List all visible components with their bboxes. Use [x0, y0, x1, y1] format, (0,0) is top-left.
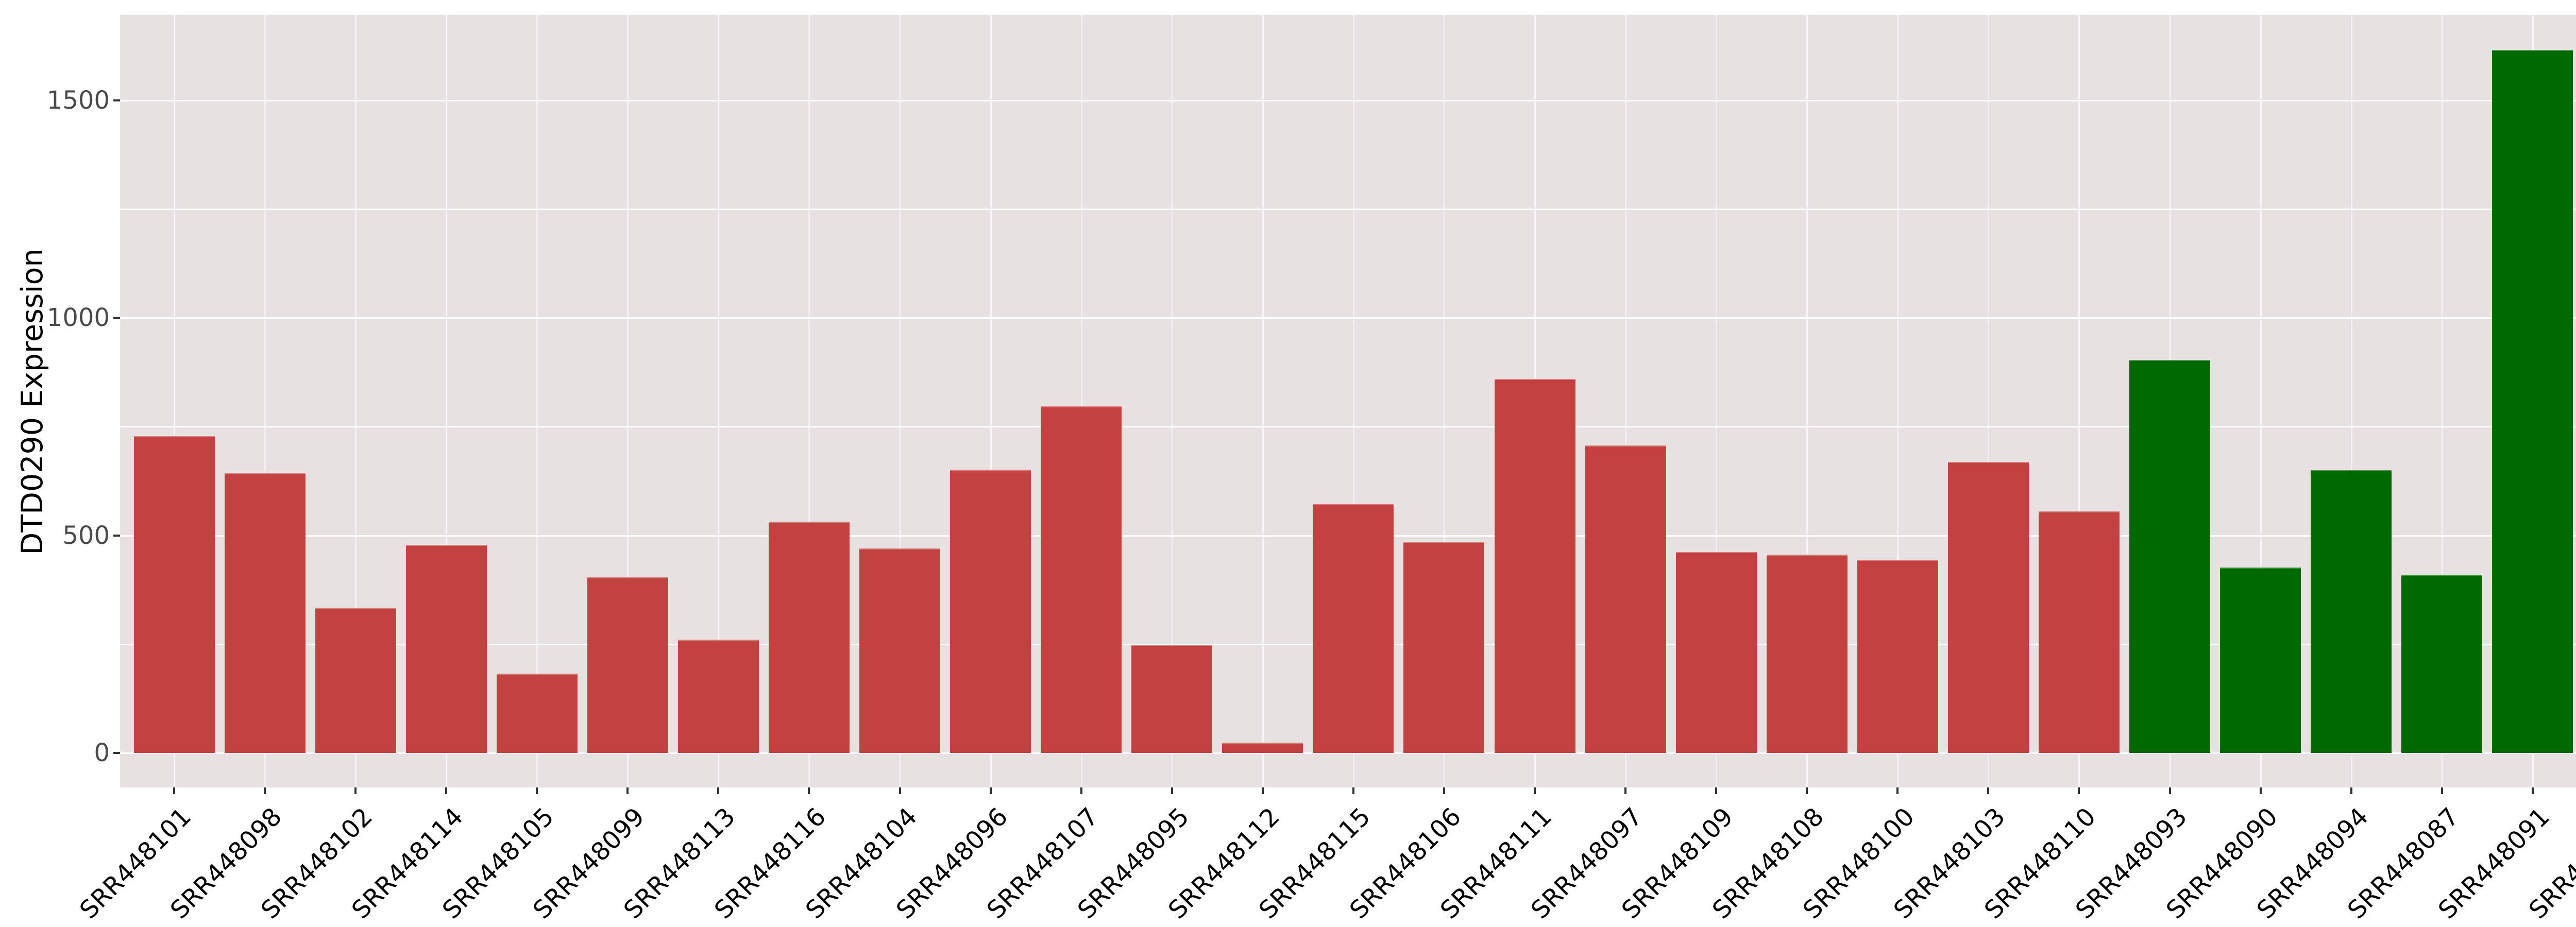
vertical-gridline — [1080, 15, 1082, 787]
y-tick-label: 500 — [62, 521, 110, 550]
vertical-gridline — [355, 15, 357, 787]
vertical-gridline — [1625, 15, 1627, 787]
vertical-gridline — [2350, 15, 2352, 787]
horizontal-gridline — [120, 426, 2576, 428]
x-tick-mark — [1624, 787, 1627, 794]
x-tick-mark — [1080, 787, 1082, 794]
bar-SRR448099 — [587, 577, 668, 753]
y-axis-title: DTD0290 Expression — [15, 248, 49, 555]
x-tick-mark — [1443, 787, 1445, 794]
bar-SRR448087 — [2401, 574, 2483, 753]
x-tick-mark — [1896, 787, 1899, 794]
bar-SRR448100 — [1857, 559, 1938, 753]
vertical-gridline — [718, 15, 720, 787]
vertical-gridline — [899, 15, 901, 787]
x-tick-mark — [2441, 787, 2443, 794]
bar-SRR448106 — [1403, 542, 1485, 753]
x-tick-mark — [354, 787, 357, 794]
bar-SRR448105 — [496, 674, 578, 753]
bar-SRR448102 — [315, 607, 396, 753]
bar-SRR448116 — [768, 522, 850, 753]
vertical-gridline — [627, 15, 629, 787]
bar-SRR448098 — [224, 473, 306, 753]
x-tick-mark — [1534, 787, 1536, 794]
horizontal-gridline — [120, 752, 2576, 754]
x-tick-mark — [717, 787, 720, 794]
bar-SRR448103 — [1947, 461, 2029, 753]
x-tick-mark — [989, 787, 992, 794]
vertical-gridline — [2078, 15, 2080, 787]
bar-SRR448114 — [405, 545, 487, 753]
bar-SRR448108 — [1766, 554, 1848, 753]
bar-SRR448113 — [677, 640, 759, 753]
x-tick-mark — [1987, 787, 1990, 794]
bar-SRR448101 — [133, 436, 215, 753]
x-tick-mark — [2078, 787, 2080, 794]
y-tick-label: 0 — [94, 739, 110, 767]
vertical-gridline — [2441, 15, 2443, 787]
x-tick-mark — [445, 787, 448, 794]
bar-SRR448104 — [859, 548, 941, 753]
vertical-gridline — [1716, 15, 1718, 787]
bar-SRR448110 — [2038, 511, 2120, 753]
x-tick-mark — [808, 787, 810, 794]
x-tick-mark — [626, 787, 629, 794]
bar-SRR448093 — [2129, 359, 2211, 753]
x-tick-mark — [1806, 787, 1808, 794]
x-tick-mark — [1352, 787, 1354, 794]
vertical-gridline — [1806, 15, 1808, 787]
vertical-gridline — [1443, 15, 1445, 787]
vertical-gridline — [536, 15, 538, 787]
x-tick-mark — [899, 787, 901, 794]
y-tick-label: 1500 — [46, 85, 110, 115]
vertical-gridline — [174, 15, 175, 787]
bar-SRR448096 — [950, 469, 1031, 753]
x-tick-mark — [1261, 787, 1264, 794]
bar-SRR448097 — [1585, 445, 1666, 753]
vertical-gridline — [1897, 15, 1899, 787]
plot-area — [120, 15, 2576, 787]
vertical-gridline — [1262, 15, 1264, 787]
x-tick-mark — [2350, 787, 2352, 794]
x-tick-mark — [173, 787, 175, 794]
bar-SRR448109 — [1675, 552, 1757, 753]
vertical-gridline — [808, 15, 810, 787]
y-tick-mark — [113, 99, 120, 101]
y-tick-mark — [113, 534, 120, 537]
y-tick-label: 1000 — [46, 303, 110, 332]
x-tick-mark — [1715, 787, 1718, 794]
bar-SRR448094 — [2311, 470, 2392, 753]
horizontal-gridline — [120, 208, 2576, 210]
bar-SRR448107 — [1041, 406, 1122, 753]
y-tick-mark — [113, 752, 120, 754]
vertical-gridline — [1171, 15, 1173, 787]
bar-SRR448091 — [2492, 50, 2573, 753]
x-tick-mark — [2531, 787, 2534, 794]
vertical-gridline — [990, 15, 992, 787]
vertical-gridline — [2260, 15, 2262, 787]
vertical-gridline — [1988, 15, 1990, 787]
x-tick-mark — [1171, 787, 1173, 794]
bar-SRR448095 — [1131, 644, 1213, 753]
y-tick-mark — [113, 317, 120, 319]
x-tick-mark — [536, 787, 538, 794]
vertical-gridline — [1352, 15, 1354, 787]
horizontal-gridline — [120, 317, 2576, 319]
vertical-gridline — [446, 15, 448, 787]
x-tick-mark — [2168, 787, 2171, 794]
x-tick-mark — [264, 787, 266, 794]
bar-SRR448112 — [1222, 742, 1303, 753]
horizontal-gridline — [120, 99, 2576, 101]
bar-SRR448115 — [1313, 504, 1394, 753]
bar-SRR448111 — [1494, 379, 1575, 753]
bar-SRR448090 — [2220, 568, 2301, 753]
vertical-gridline — [264, 15, 266, 787]
x-tick-mark — [2259, 787, 2262, 794]
